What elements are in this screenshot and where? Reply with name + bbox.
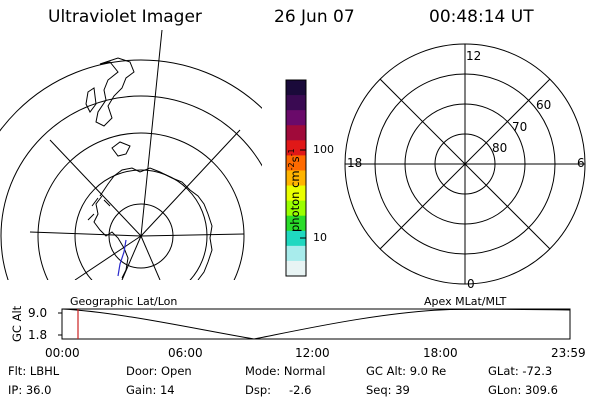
- geo-map-label: Geographic Lat/Lon: [70, 295, 178, 308]
- geo-lat-circle-inner: [108, 203, 174, 269]
- colorbar-band: [286, 245, 306, 262]
- polar-plot-label: Apex MLat/MLT: [424, 295, 507, 308]
- mode-info: Mode: Normal: [245, 364, 326, 378]
- geo-lat-circle-2: [74, 169, 208, 280]
- coastline-antarctica: [93, 167, 213, 280]
- colorbar: [286, 80, 306, 277]
- x-tick-2: 12:00: [295, 346, 330, 360]
- dsp-value: -2.6: [289, 383, 312, 397]
- glon-info: GLon: 309.6: [488, 383, 558, 397]
- polar-diag-2: [379, 78, 551, 250]
- geographic-map: [0, 30, 262, 280]
- mlt-label-6: 6: [577, 156, 585, 170]
- x-tick-1: 06:00: [168, 346, 203, 360]
- x-tick-4: 23:59: [551, 346, 586, 360]
- colorbar-frame: [285, 79, 307, 277]
- gc-alt-info: GC Alt: 9.0 Re: [366, 364, 447, 378]
- colorbar-band: [286, 200, 306, 217]
- altitude-plot-frame: [61, 308, 571, 340]
- geo-meridian-3: [140, 233, 245, 237]
- colorbar-band: [286, 230, 306, 247]
- geo-meridian-8: [74, 235, 142, 280]
- dsp-label: Dsp:: [245, 383, 272, 397]
- colorbar-band: [286, 260, 306, 277]
- mlt-label-18: 18: [347, 156, 363, 170]
- x-tick-3: 18:00: [423, 346, 458, 360]
- colorbar-band: [286, 80, 306, 96]
- altitude-curve: [61, 308, 571, 340]
- x-tick-0: 00:00: [45, 346, 80, 360]
- geo-meridian-7: [140, 235, 161, 280]
- satellite-track: [117, 239, 127, 277]
- mlt-label-0: 0: [467, 277, 475, 291]
- altitude-ytick-bottom: 1.8: [28, 328, 48, 342]
- geo-meridian-1: [140, 30, 163, 237]
- colorbar-band: [286, 170, 306, 187]
- seq-info: Seq: 39: [366, 383, 410, 397]
- door-info: Door: Open: [126, 364, 192, 378]
- geo-meridian-4: [140, 129, 241, 237]
- coastline-islands: [85, 87, 97, 113]
- mlt-label-12: 12: [466, 49, 482, 63]
- coastline-detail: [87, 197, 111, 221]
- colorbar-band: [286, 215, 306, 232]
- colorbar-band: [286, 110, 306, 126]
- coastline-antarctic-peninsula-tip: [111, 141, 131, 157]
- coastline-south-america: [95, 57, 135, 127]
- altitude-ytick-top: 9.0: [28, 306, 48, 320]
- geo-lat-circle-4: [0, 95, 262, 280]
- filter-info: Flt: LBHL: [8, 364, 60, 378]
- glat-info: GLat: -72.3: [488, 364, 553, 378]
- mlat-label-80: 80: [492, 141, 508, 155]
- polar-plot: [344, 43, 586, 285]
- geo-meridian-2: [29, 231, 142, 237]
- geo-lat-circle-5: [0, 59, 262, 132]
- ip-info: IP: 36.0: [8, 383, 52, 397]
- colorbar-tick-label-10: 10: [313, 231, 327, 244]
- altitude-ylabel: GC Alt: [10, 305, 24, 342]
- mlat-label-60: 60: [536, 98, 552, 112]
- geo-meridian-5: [49, 139, 142, 237]
- colorbar-band: [286, 185, 306, 202]
- mlat-label-70: 70: [512, 120, 528, 134]
- colorbar-unit-label: photon cm-2s-1: [287, 148, 302, 232]
- date-label: 26 Jun 07: [274, 7, 355, 27]
- colorbar-band: [286, 95, 306, 111]
- geo-lat-circle-3: [37, 132, 245, 280]
- colorbar-band: [286, 155, 306, 171]
- time-label: 00:48:14 UT: [429, 7, 534, 27]
- instrument-title: Ultraviolet Imager: [48, 7, 202, 27]
- colorbar-band: [286, 125, 306, 141]
- gain-info: Gain: 14: [126, 383, 175, 397]
- colorbar-tick-label-100: 100: [313, 143, 334, 156]
- colorbar-band: [286, 140, 306, 156]
